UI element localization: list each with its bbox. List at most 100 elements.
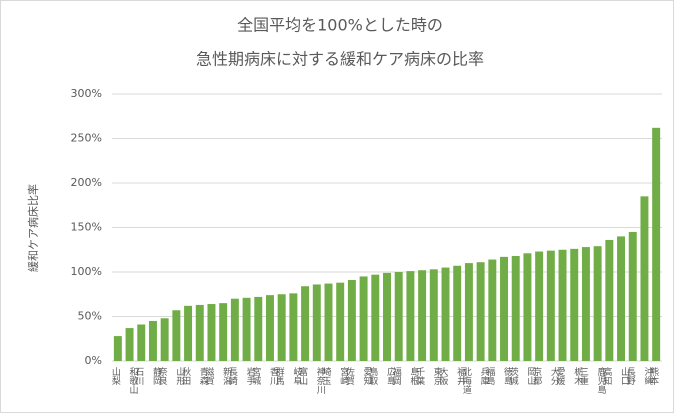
x-tick-label: 愛知 — [362, 366, 373, 386]
x-tick-label: 宮城 — [250, 366, 261, 386]
x-tick-label: 京都 — [531, 366, 542, 386]
bar — [277, 294, 286, 361]
x-tick-label: 埼玉 — [320, 366, 331, 385]
x-tick-label: 群馬 — [274, 366, 285, 386]
x-tick-label: 佐賀 — [344, 366, 355, 386]
bar — [359, 276, 368, 361]
x-tick-label: 岐阜 — [291, 366, 302, 386]
x-tick-label: 山口 — [619, 367, 630, 385]
x-tick-label: 徳島 — [502, 366, 512, 386]
x-tick-label: 神奈川 — [315, 366, 326, 394]
bar — [429, 269, 438, 361]
bar — [394, 272, 403, 361]
x-tick-label: 東京 — [432, 366, 443, 386]
y-tick-label: 200% — [71, 176, 102, 189]
bar — [289, 293, 298, 361]
bar — [535, 251, 544, 361]
bar — [336, 282, 345, 361]
bar — [464, 263, 473, 361]
x-tick-label: 石川 — [133, 367, 144, 385]
x-tick-label: 千葉 — [414, 367, 425, 386]
bar — [593, 246, 602, 361]
x-tick-label: 和歌山 — [128, 367, 139, 394]
x-tick-label: 島根 — [408, 366, 419, 386]
bar — [628, 231, 637, 361]
bar — [441, 267, 450, 361]
x-tick-label: 愛媛 — [555, 366, 566, 386]
y-tick-label: 0% — [85, 354, 102, 367]
x-tick-label: 岡山 — [525, 367, 536, 385]
bar — [488, 259, 497, 361]
bar — [148, 320, 157, 361]
bar — [172, 310, 181, 361]
bar — [652, 127, 661, 361]
bar — [312, 284, 321, 361]
x-tick-label: 岩手 — [245, 366, 256, 386]
y-axis-label: 緩和ケア病床比率 — [26, 184, 40, 272]
bar — [371, 274, 380, 361]
bar — [605, 239, 614, 361]
x-tick-label: 静岡 — [151, 366, 162, 386]
x-tick-label: 沖縄 — [642, 366, 653, 385]
y-tick-label: 50% — [78, 310, 102, 323]
x-tick-label: 兵庫 — [479, 366, 490, 386]
x-tick-label: 富山 — [297, 366, 308, 385]
bar — [406, 271, 415, 361]
x-tick-label: 山形 — [174, 367, 185, 386]
bar — [347, 280, 356, 361]
x-tick-label: 青森 — [198, 366, 209, 386]
bar — [160, 318, 169, 361]
x-tick-label: 広島 — [385, 366, 396, 386]
bar — [581, 247, 590, 361]
bar — [137, 324, 146, 361]
bar — [617, 236, 626, 361]
x-tick-label: 鹿児島 — [596, 366, 607, 395]
bar — [511, 255, 520, 361]
chart-title: 急性期病床に対する緩和ケア病床の比率 — [196, 50, 484, 69]
bar — [207, 304, 216, 361]
bar — [230, 298, 239, 361]
x-tick-label: 大分 — [549, 366, 560, 386]
bar — [383, 272, 391, 361]
chart-title: 全国平均を100%とした時の — [237, 16, 443, 35]
bar — [546, 250, 555, 361]
x-tick-label: 長野 — [625, 367, 636, 385]
x-tick-label: 奈良 — [157, 366, 168, 386]
bar — [324, 283, 333, 361]
x-tick-label: 香川 — [268, 367, 279, 385]
x-tick-label: 三重 — [578, 367, 589, 385]
x-tick-label: 大阪 — [438, 366, 449, 386]
bar — [453, 265, 462, 361]
bar — [266, 295, 274, 361]
bar — [125, 328, 134, 361]
x-tick-label: 栃木 — [572, 366, 583, 386]
bar — [219, 303, 228, 361]
bar — [523, 253, 532, 361]
x-tick-label: 長崎 — [227, 367, 238, 385]
bar — [476, 262, 485, 361]
y-tick-label: 100% — [71, 265, 102, 278]
bar — [558, 249, 567, 361]
bar — [113, 336, 122, 361]
y-tick-label: 150% — [71, 221, 102, 234]
bar — [500, 256, 508, 361]
bar — [254, 296, 263, 361]
x-tick-label: 山梨 — [110, 367, 121, 386]
x-tick-label: 鳥取 — [367, 366, 378, 386]
y-tick-label: 300% — [71, 87, 102, 100]
x-tick-label: 高知 — [601, 366, 612, 386]
x-tick-label: 福岡 — [391, 366, 402, 386]
x-tick-label: 茨城 — [508, 366, 519, 386]
y-tick-label: 250% — [71, 132, 102, 145]
bar — [242, 297, 251, 361]
x-tick-label: 福井 — [455, 366, 466, 386]
x-tick-label: 秋田 — [180, 366, 191, 386]
bar — [301, 286, 310, 361]
bar — [640, 196, 649, 361]
x-tick-label: 新潟 — [221, 366, 232, 386]
x-tick-label: 北海道 — [461, 367, 472, 395]
bar — [195, 304, 204, 361]
x-tick-label: 宮崎 — [338, 366, 349, 385]
bar — [184, 305, 193, 361]
